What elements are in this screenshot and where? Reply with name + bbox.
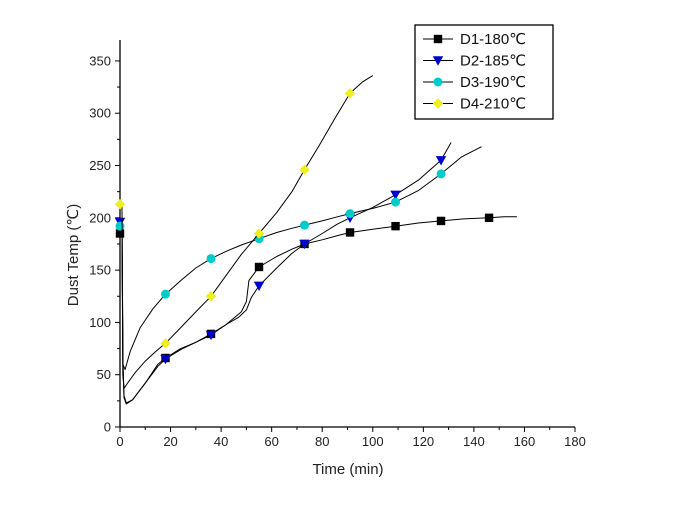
- y-tick-label: 300: [89, 106, 111, 121]
- legend-label: D4-210℃: [460, 96, 526, 113]
- data-point: [254, 262, 264, 272]
- x-tick-label: 120: [412, 434, 434, 449]
- data-point: [115, 221, 125, 231]
- data-point: [205, 330, 217, 341]
- legend-marker: [433, 34, 443, 44]
- x-tick-label: 140: [463, 434, 485, 449]
- data-point: [114, 199, 126, 210]
- data-point: [345, 209, 355, 219]
- series-line: [119, 142, 452, 404]
- legend-entry: D4-210℃: [423, 96, 526, 113]
- data-point: [484, 213, 494, 223]
- y-axis-title: Dust Temp (℃): [65, 204, 82, 306]
- data-point: [391, 221, 400, 231]
- data-point: [299, 164, 310, 175]
- data-point: [436, 169, 446, 179]
- y-tick-label: 50: [97, 367, 111, 382]
- y-tick-label: 150: [89, 263, 111, 278]
- x-tick-label: 0: [116, 434, 123, 449]
- data-point: [436, 216, 446, 226]
- data-point: [299, 239, 310, 250]
- y-tick-label: 200: [89, 210, 111, 225]
- legend: D1-180℃ D2-185℃ D3-190℃ D4-210℃: [414, 24, 554, 120]
- x-tick-label: 100: [362, 434, 384, 449]
- data-point: [344, 88, 356, 99]
- data-point: [206, 254, 216, 264]
- data-point: [391, 197, 401, 207]
- axes: 0 20 40 60 80 100 120 140 160 180 0 50 100 150 200 250 3…: [89, 40, 586, 449]
- series-4: [114, 75, 374, 389]
- legend-label: D1-180℃: [460, 31, 526, 48]
- data-point: [390, 190, 401, 200]
- data-point: [205, 291, 217, 302]
- data-point: [300, 220, 310, 230]
- data-point: [253, 281, 265, 291]
- legend-entry: D1-180℃: [423, 31, 526, 48]
- y-tick-label: 250: [89, 158, 111, 173]
- y-tick-label: 0: [104, 420, 111, 435]
- legend-entry: D2-185℃: [423, 53, 526, 70]
- series-line: [119, 216, 517, 405]
- legend-label: D3-190℃: [460, 74, 526, 91]
- x-tick-label: 40: [214, 434, 228, 449]
- y-tick-label: 350: [89, 53, 111, 68]
- x-axis-title: Time (min): [312, 461, 383, 478]
- legend-marker: [432, 56, 444, 66]
- series-3: [115, 146, 482, 370]
- legend-entry: D3-190℃: [423, 74, 526, 91]
- series-line: [119, 75, 374, 389]
- y-tick-label: 100: [89, 315, 111, 330]
- series-layer: [114, 75, 517, 405]
- data-point: [161, 289, 170, 299]
- data-point: [160, 338, 171, 349]
- x-tick-label: 160: [514, 434, 536, 449]
- x-tick-label: 60: [264, 434, 278, 449]
- data-point: [253, 228, 265, 239]
- legend-marker: [432, 98, 444, 109]
- x-tick-label: 80: [315, 434, 329, 449]
- series-line: [119, 146, 482, 370]
- legend-label: D2-185℃: [460, 53, 526, 70]
- x-tick-label: 180: [564, 434, 586, 449]
- data-point: [435, 156, 447, 166]
- data-point: [160, 354, 171, 365]
- legend-marker: [433, 77, 443, 87]
- x-tick-label: 20: [163, 434, 177, 449]
- data-point: [345, 228, 355, 237]
- data-point: [115, 229, 125, 238]
